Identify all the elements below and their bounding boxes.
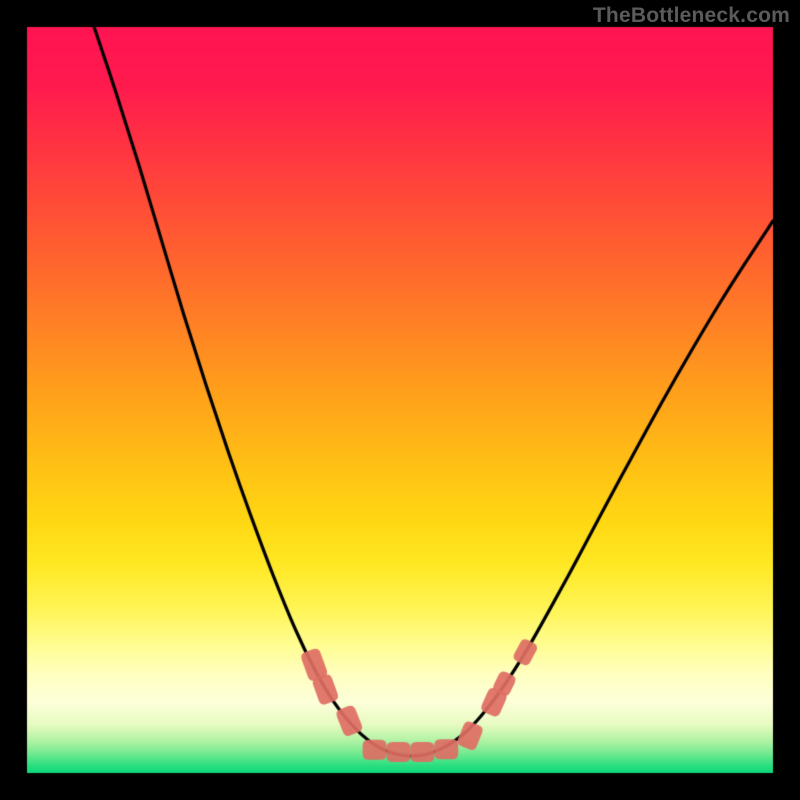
bottleneck-curve-chart — [0, 0, 800, 800]
attribution-label: TheBottleneck.com — [593, 4, 790, 28]
chart-container: TheBottleneck.com — [0, 0, 800, 800]
